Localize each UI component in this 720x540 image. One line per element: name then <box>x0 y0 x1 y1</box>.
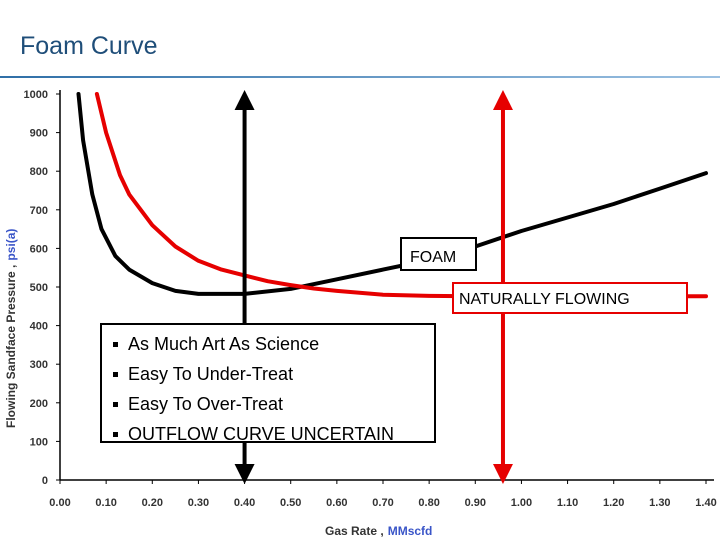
foam-callout-box <box>400 237 477 271</box>
axes <box>59 90 714 481</box>
x-tick-label: 0.10 <box>95 497 116 509</box>
tick-labels: 0.00 0.10 0.20 0.30 0.40 0.50 0.60 0.70 0.80 0.90… <box>24 89 717 509</box>
y-tick-label: 500 <box>30 282 48 294</box>
x-tick-label: 1.20 <box>603 497 624 509</box>
bullet-marker <box>113 402 118 407</box>
y-tick-label: 400 <box>30 321 48 333</box>
x-tick-label: 0.60 <box>326 497 347 509</box>
bullet-list: As Much Art As Science Easy To Under-Tre… <box>100 323 436 444</box>
title-divider <box>0 76 720 78</box>
naturally-flowing-callout-box <box>452 282 688 314</box>
y-tick-label: 600 <box>30 243 48 255</box>
bullet-item: Easy To Over-Treat <box>110 389 434 419</box>
bullet-marker <box>113 432 118 437</box>
x-tick-label: 0.70 <box>372 497 393 509</box>
x-tick-label: 1.00 <box>511 497 532 509</box>
bullet-text: Easy To Over-Treat <box>128 394 284 414</box>
x-tick-label: 1.30 <box>649 497 670 509</box>
x-tick-label: 0.90 <box>465 497 486 509</box>
y-tick-label: 800 <box>30 166 48 178</box>
bullet-item: Easy To Under-Treat <box>110 359 434 389</box>
x-axis-label: Gas Rate , <box>325 524 384 538</box>
callouts: FOAM NATURALLY FLOWING <box>400 237 688 314</box>
outflow-curve-black <box>76 92 708 296</box>
foam-callout-label: FOAM <box>410 249 456 266</box>
bullet-text: OUTFLOW CURVE UNCERTAIN <box>128 424 395 444</box>
y-axis-label: Flowing Sandface Pressure , <box>4 265 18 428</box>
y-axis-unit: psi(a) <box>4 229 18 261</box>
naturally-flowing-callout-label: NATURALLY FLOWING <box>459 291 630 308</box>
bullet-item: As Much Art As Science <box>110 329 434 359</box>
x-tick-label: 0.40 <box>234 497 255 509</box>
bullet-item: OUTFLOW CURVE UNCERTAIN <box>110 419 434 449</box>
y-tick-label: 100 <box>30 436 48 448</box>
slide-title: Foam Curve <box>20 32 158 60</box>
foam-curve-chart: 0.00 0.10 0.20 0.30 0.40 0.50 0.60 0.70 0.80 0.90… <box>4 89 717 538</box>
y-tick-label: 0 <box>42 475 48 487</box>
y-axis-title: Flowing Sandface Pressure , psi(a) <box>4 229 18 428</box>
y-tick-label: 1000 <box>24 89 48 101</box>
x-tick-label: 0.80 <box>418 497 439 509</box>
x-tick-label: 0.30 <box>188 497 209 509</box>
x-tick-label: 1.10 <box>557 497 578 509</box>
x-axis-title: Gas Rate , MMscfd <box>325 524 432 538</box>
x-tick-label: 0.50 <box>280 497 301 509</box>
x-tick-label: 0.20 <box>142 497 163 509</box>
bullet-marker <box>113 342 118 347</box>
y-tick-label: 300 <box>30 359 48 371</box>
bullet-marker <box>113 372 118 377</box>
bullet-text: As Much Art As Science <box>128 334 320 354</box>
bullet-text: Easy To Under-Treat <box>128 364 294 384</box>
series <box>76 92 708 299</box>
x-axis-unit: MMscfd <box>388 524 433 538</box>
y-tick-label: 900 <box>30 128 48 140</box>
y-tick-label: 200 <box>30 398 48 410</box>
y-tick-label: 700 <box>30 205 48 217</box>
x-tick-label: 1.40 <box>695 497 716 509</box>
x-tick-label: 0.00 <box>49 497 70 509</box>
